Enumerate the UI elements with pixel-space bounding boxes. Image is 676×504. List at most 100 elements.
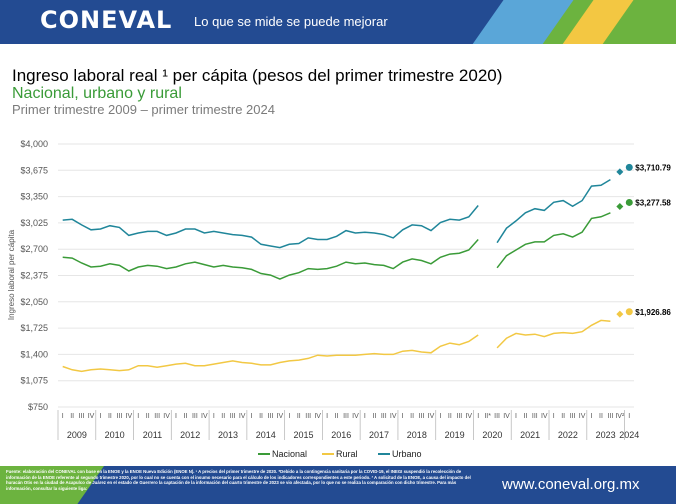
x-tick-label: II	[372, 413, 376, 420]
x-tick-label: II	[259, 413, 263, 420]
y-tick-label: $3,350	[20, 192, 48, 202]
x-tick-label: IV	[503, 413, 510, 420]
x-tick-label: II	[108, 413, 112, 420]
year-label: 2020	[482, 430, 502, 440]
x-tick-label: II*	[484, 413, 491, 420]
x-tick-label: IV	[126, 413, 133, 420]
website-link[interactable]: www.coneval.org.mx	[502, 476, 640, 493]
year-label: 2013	[218, 430, 238, 440]
x-tick-label: III	[456, 413, 462, 420]
x-tick-label: III	[343, 413, 349, 420]
year-label: 2014	[256, 430, 276, 440]
x-tick-label: III	[192, 413, 198, 420]
x-tick-label: IV	[390, 413, 397, 420]
x-tick-label: I	[591, 413, 593, 420]
x-tick-label: III	[305, 413, 311, 420]
x-tick-label: IV	[163, 413, 170, 420]
x-tick-label: III	[381, 413, 387, 420]
x-tick-label: III	[230, 413, 236, 420]
series-marker-rural	[616, 310, 624, 318]
year-label: 2019	[445, 430, 465, 440]
x-tick-label: I	[439, 413, 441, 420]
x-tick-label: III	[570, 413, 576, 420]
x-tick-label: IV	[88, 413, 95, 420]
x-tick-label: I	[515, 413, 517, 420]
chart-titles: Ingreso laboral real ¹ per cápita (pesos…	[12, 66, 502, 117]
x-tick-label: II	[599, 413, 603, 420]
x-tick-label: IV	[465, 413, 472, 420]
x-tick-label: IV	[541, 413, 548, 420]
y-tick-label: $1,400	[20, 349, 48, 359]
line-chart: $750 $1,075 $1,400 $1,725 $2,050 $2,375 $2,700…	[7, 139, 671, 459]
x-tick-label: II	[410, 413, 414, 420]
x-tick-label: I	[251, 413, 253, 420]
year-label: 2018	[407, 430, 427, 440]
x-tick-label: III	[79, 413, 85, 420]
y-tick-label: $2,050	[20, 297, 48, 307]
series-end-point-rural	[625, 308, 633, 316]
footer-bar: Fuente: elaboración del CONEVAL con base…	[0, 466, 676, 504]
x-tick-label: IV	[201, 413, 208, 420]
x-tick-label: IV	[239, 413, 246, 420]
year-label: 2021	[520, 430, 540, 440]
series-end-label-urbano: $3,710.79	[635, 163, 671, 172]
x-tick-label: II	[146, 413, 150, 420]
series-end-point-urbano	[625, 163, 633, 171]
series-end-point-nacional	[625, 198, 633, 206]
chart-period: Primer trimestre 2009 – primer trimestre…	[12, 102, 275, 117]
x-tick-label: IV	[314, 413, 321, 420]
x-tick-label: I	[175, 413, 177, 420]
x-tick-label: III	[607, 413, 613, 420]
x-tick-label: II	[221, 413, 225, 420]
x-tick-label: IV	[352, 413, 359, 420]
x-tick-label: II	[184, 413, 188, 420]
year-label: 2023	[596, 430, 616, 440]
x-tick-label: II	[70, 413, 74, 420]
series-marker-urbano	[616, 168, 624, 176]
series-line-urbano	[62, 178, 611, 249]
x-tick-label: I	[402, 413, 404, 420]
series-line-nacional	[62, 212, 611, 280]
x-tick-label: I	[364, 413, 366, 420]
year-label: 2011	[143, 430, 162, 440]
x-tick-label: II	[297, 413, 301, 420]
header-bar: CONEVAL Lo que se mide se puede mejorar	[0, 0, 676, 44]
x-tick-label: I	[288, 413, 290, 420]
chart-title: Ingreso laboral real ¹ per cápita (pesos…	[12, 66, 503, 85]
x-tick-label: I	[213, 413, 215, 420]
chart-subtitle: Nacional, urbano y rural	[12, 85, 182, 102]
x-tick-label: IV	[277, 413, 284, 420]
year-label: 2017	[369, 430, 389, 440]
year-label: 2016	[331, 430, 351, 440]
x-tick-label: IV	[428, 413, 435, 420]
x-tick-label: II	[561, 413, 565, 420]
legend-label-nacional: Nacional	[272, 449, 307, 459]
x-tick-label: I	[100, 413, 102, 420]
legend-label-rural: Rural	[336, 449, 358, 459]
y-tick-label: $4,000	[20, 139, 48, 149]
y-tick-label: $1,725	[20, 323, 48, 333]
x-tick-label: I	[477, 413, 479, 420]
x-tick-label: II	[448, 413, 452, 420]
year-label: 2024	[619, 430, 639, 440]
year-label: 2015	[293, 430, 313, 440]
x-tick-label: I	[326, 413, 328, 420]
x-tick-label: IV	[579, 413, 586, 420]
x-tick-label: III	[419, 413, 425, 420]
series-end-label-rural: $1,926.86	[635, 308, 671, 317]
x-tick-label: II	[335, 413, 339, 420]
series-line-rural	[62, 319, 611, 373]
x-tick-label: III	[532, 413, 538, 420]
series-marker-nacional	[616, 202, 624, 210]
x-tick-label: III	[494, 413, 500, 420]
year-label: 2022	[558, 430, 578, 440]
x-tick-label: I	[137, 413, 139, 420]
y-tick-label: $3,675	[20, 165, 48, 175]
year-label: 2010	[105, 430, 125, 440]
x-tick-label: II	[523, 413, 527, 420]
y-tick-label: $3,025	[20, 218, 48, 228]
header-slogan: Lo que se mide se puede mejorar	[194, 14, 388, 29]
x-tick-label: I	[62, 413, 64, 420]
legend-label-urbano: Urbano	[392, 449, 422, 459]
x-tick-label: I	[553, 413, 555, 420]
